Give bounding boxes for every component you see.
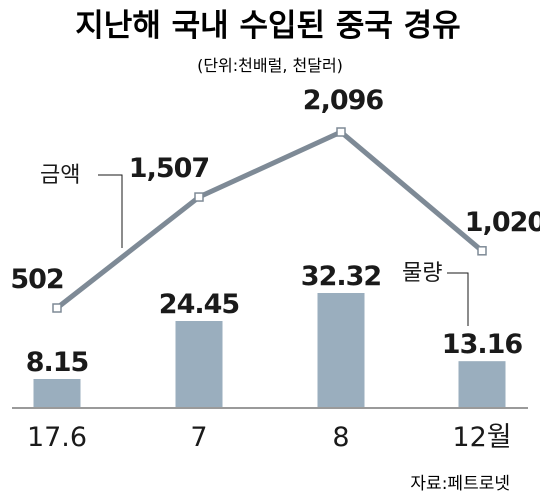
legend-label-amount: 금액 — [40, 163, 80, 188]
legend-label-volume: 물량 — [402, 261, 442, 286]
bar-value-labels: 8.15 24.45 32.32 13.16 — [26, 261, 524, 378]
line-value-label-2: 2,096 — [303, 85, 384, 116]
line-series — [52, 127, 487, 313]
bar-3 — [458, 361, 506, 408]
x-tick-label-2: 8 — [332, 422, 349, 453]
bar-value-label-1: 24.45 — [159, 289, 239, 320]
line-marker-3 — [477, 246, 487, 256]
line-marker-0 — [52, 303, 62, 313]
legend-leader-amount — [98, 174, 123, 248]
bar-2 — [317, 293, 365, 408]
unit-label: (단위:천배럴, 천달러) — [197, 56, 343, 75]
line-marker-1 — [194, 192, 204, 202]
line-value-label-3: 1,020 — [465, 207, 540, 238]
bar-value-label-2: 32.32 — [301, 261, 381, 292]
x-tick-label-3: 12월 — [452, 422, 511, 453]
bar-value-label-0: 8.15 — [26, 347, 89, 378]
legend-leader-volume — [447, 272, 469, 326]
bar-1 — [175, 321, 223, 408]
line-marker-2 — [336, 127, 346, 137]
bars — [33, 293, 506, 408]
bar-0 — [33, 379, 81, 408]
bar-value-label-3: 13.16 — [442, 329, 523, 360]
line-path — [55, 129, 484, 310]
x-tick-labels: 17.6 7 8 12월 — [27, 422, 512, 453]
line-value-label-1: 1,507 — [129, 153, 209, 184]
source-label: 자료:페트로넷 — [410, 474, 510, 494]
line-value-labels: 502 1,507 2,096 1,020 — [10, 85, 540, 295]
chart-title: 지난해 국내 수입된 중국 경유 — [75, 8, 460, 44]
x-tick-label-0: 17.6 — [27, 422, 87, 453]
x-tick-label-1: 7 — [190, 422, 207, 453]
line-value-label-0: 502 — [10, 264, 63, 295]
